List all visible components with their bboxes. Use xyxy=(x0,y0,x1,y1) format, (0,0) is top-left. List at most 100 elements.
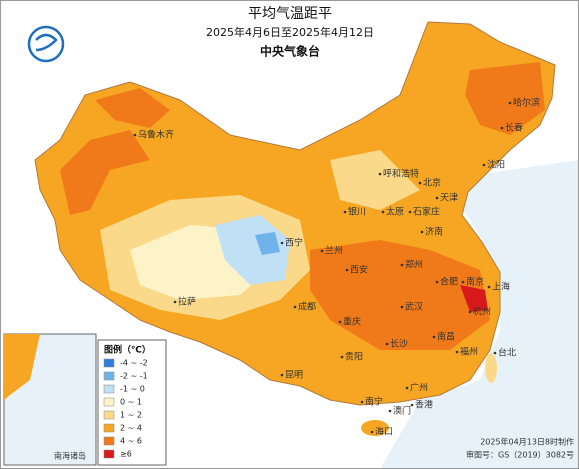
legend-swatch xyxy=(103,410,115,420)
city-label: 长沙 xyxy=(390,338,408,350)
hainan xyxy=(361,420,389,436)
city-dot xyxy=(338,320,342,324)
legend-label: -2 ~ -1 xyxy=(120,372,148,381)
city-label: 西安 xyxy=(350,264,368,276)
city-label: 澳门 xyxy=(393,405,411,417)
city-label: 上海 xyxy=(492,281,510,293)
legend-swatch xyxy=(103,449,115,459)
city-label: 合肥 xyxy=(440,276,458,288)
city-dot xyxy=(408,210,412,214)
city-label: 郑州 xyxy=(405,259,423,271)
legend-label: 0 ~ 1 xyxy=(120,398,142,407)
city-dot xyxy=(500,126,504,130)
legend-swatch xyxy=(103,384,115,394)
city-label: 长春 xyxy=(505,122,523,134)
taiwan xyxy=(485,353,497,383)
legend-label: ≥6 xyxy=(120,450,132,459)
city-dot xyxy=(320,249,324,253)
legend-title: 图例（℃） xyxy=(104,344,151,356)
city-label: 成都 xyxy=(298,301,316,313)
legend-label: -4 ~ -2 xyxy=(120,359,148,368)
city-label: 杭州 xyxy=(473,306,491,318)
city-label: 兰州 xyxy=(325,245,343,257)
city-dot xyxy=(133,133,137,137)
city-dot xyxy=(508,101,512,105)
city-dot xyxy=(435,196,439,200)
city-label: 济南 xyxy=(425,226,443,238)
city-label: 银川 xyxy=(348,206,366,218)
city-dot xyxy=(455,350,459,354)
legend-swatch xyxy=(103,371,115,381)
city-label: 武汉 xyxy=(405,301,423,313)
city-label: 昆明 xyxy=(285,370,303,381)
cool-region xyxy=(215,215,290,285)
city-dot xyxy=(432,335,436,339)
city-dot xyxy=(381,210,385,214)
logo-mark xyxy=(35,33,58,52)
city-label: 南宁 xyxy=(365,396,383,408)
city-dot xyxy=(400,305,404,309)
legend-label: 1 ~ 2 xyxy=(120,411,142,420)
city-dot xyxy=(280,241,284,245)
city-dot xyxy=(405,386,409,390)
city-label: 南京 xyxy=(466,276,484,288)
city-dot xyxy=(410,403,414,407)
city-label: 乌鲁木齐 xyxy=(138,129,174,141)
warm-region xyxy=(60,130,150,215)
city-label: 台北 xyxy=(498,347,516,359)
legend-label: 4 ~ 6 xyxy=(120,437,142,446)
title: 平均气温距平 xyxy=(248,6,332,22)
city-label: 太原 xyxy=(386,206,404,218)
city-dot xyxy=(385,342,389,346)
city-dot xyxy=(340,355,344,359)
city-label: 石家庄 xyxy=(413,206,440,218)
legend-label: -1 ~ 0 xyxy=(120,385,145,394)
city-dot xyxy=(360,400,364,404)
city-label: 北京 xyxy=(423,177,441,189)
period: 2025年4月6日至2025年4月12日 xyxy=(206,25,374,39)
legend-swatch xyxy=(103,358,115,368)
city-label: 呼和浩特 xyxy=(383,168,419,180)
footer-made: 2025年04月13日8时制作 xyxy=(480,437,574,447)
city-label: 贵阳 xyxy=(345,351,363,363)
inset-land xyxy=(4,334,40,400)
city-dot xyxy=(293,305,297,309)
legend-items: -4 ~ -2 -2 ~ -1 -1 ~ 0 0 ~ 1 1 ~ 2 2 ~ 4 4 ~ 6… xyxy=(103,358,148,459)
city-dot xyxy=(388,409,392,413)
city-dot xyxy=(435,280,439,284)
legend-swatch xyxy=(103,423,115,433)
city-label: 西宁 xyxy=(285,237,303,249)
warm-region xyxy=(465,62,545,135)
city-dot xyxy=(370,430,374,434)
city-dot xyxy=(482,163,486,167)
logo xyxy=(27,25,65,63)
city-label: 福州 xyxy=(460,346,478,358)
city-label: 拉萨 xyxy=(178,296,196,308)
city-dot xyxy=(487,285,491,289)
city-dot xyxy=(420,230,424,234)
city-label: 海口 xyxy=(375,426,393,438)
city-dot xyxy=(345,268,349,272)
city-label: 哈尔滨 xyxy=(513,97,540,109)
legend-swatch xyxy=(103,436,115,446)
city-label: 重庆 xyxy=(343,316,361,328)
city-dot xyxy=(343,210,347,214)
city-dot xyxy=(461,280,465,284)
hot-region xyxy=(460,285,488,312)
footer-approval: 审图号：GS（2019）3082号 xyxy=(466,450,574,460)
warm-region xyxy=(95,88,170,128)
mild-region xyxy=(330,150,420,210)
city-dot xyxy=(468,310,472,314)
city-dot xyxy=(173,300,177,304)
city-dot xyxy=(400,263,404,267)
legend-swatch xyxy=(103,397,115,407)
agency: 中央气象台 xyxy=(260,44,320,59)
cool-region xyxy=(255,232,280,255)
city-label: 南昌 xyxy=(437,331,455,343)
city-label: 广州 xyxy=(410,382,428,394)
city-dot xyxy=(378,172,382,176)
inset-label: 南海诸岛 xyxy=(54,451,86,461)
sea xyxy=(380,160,579,469)
